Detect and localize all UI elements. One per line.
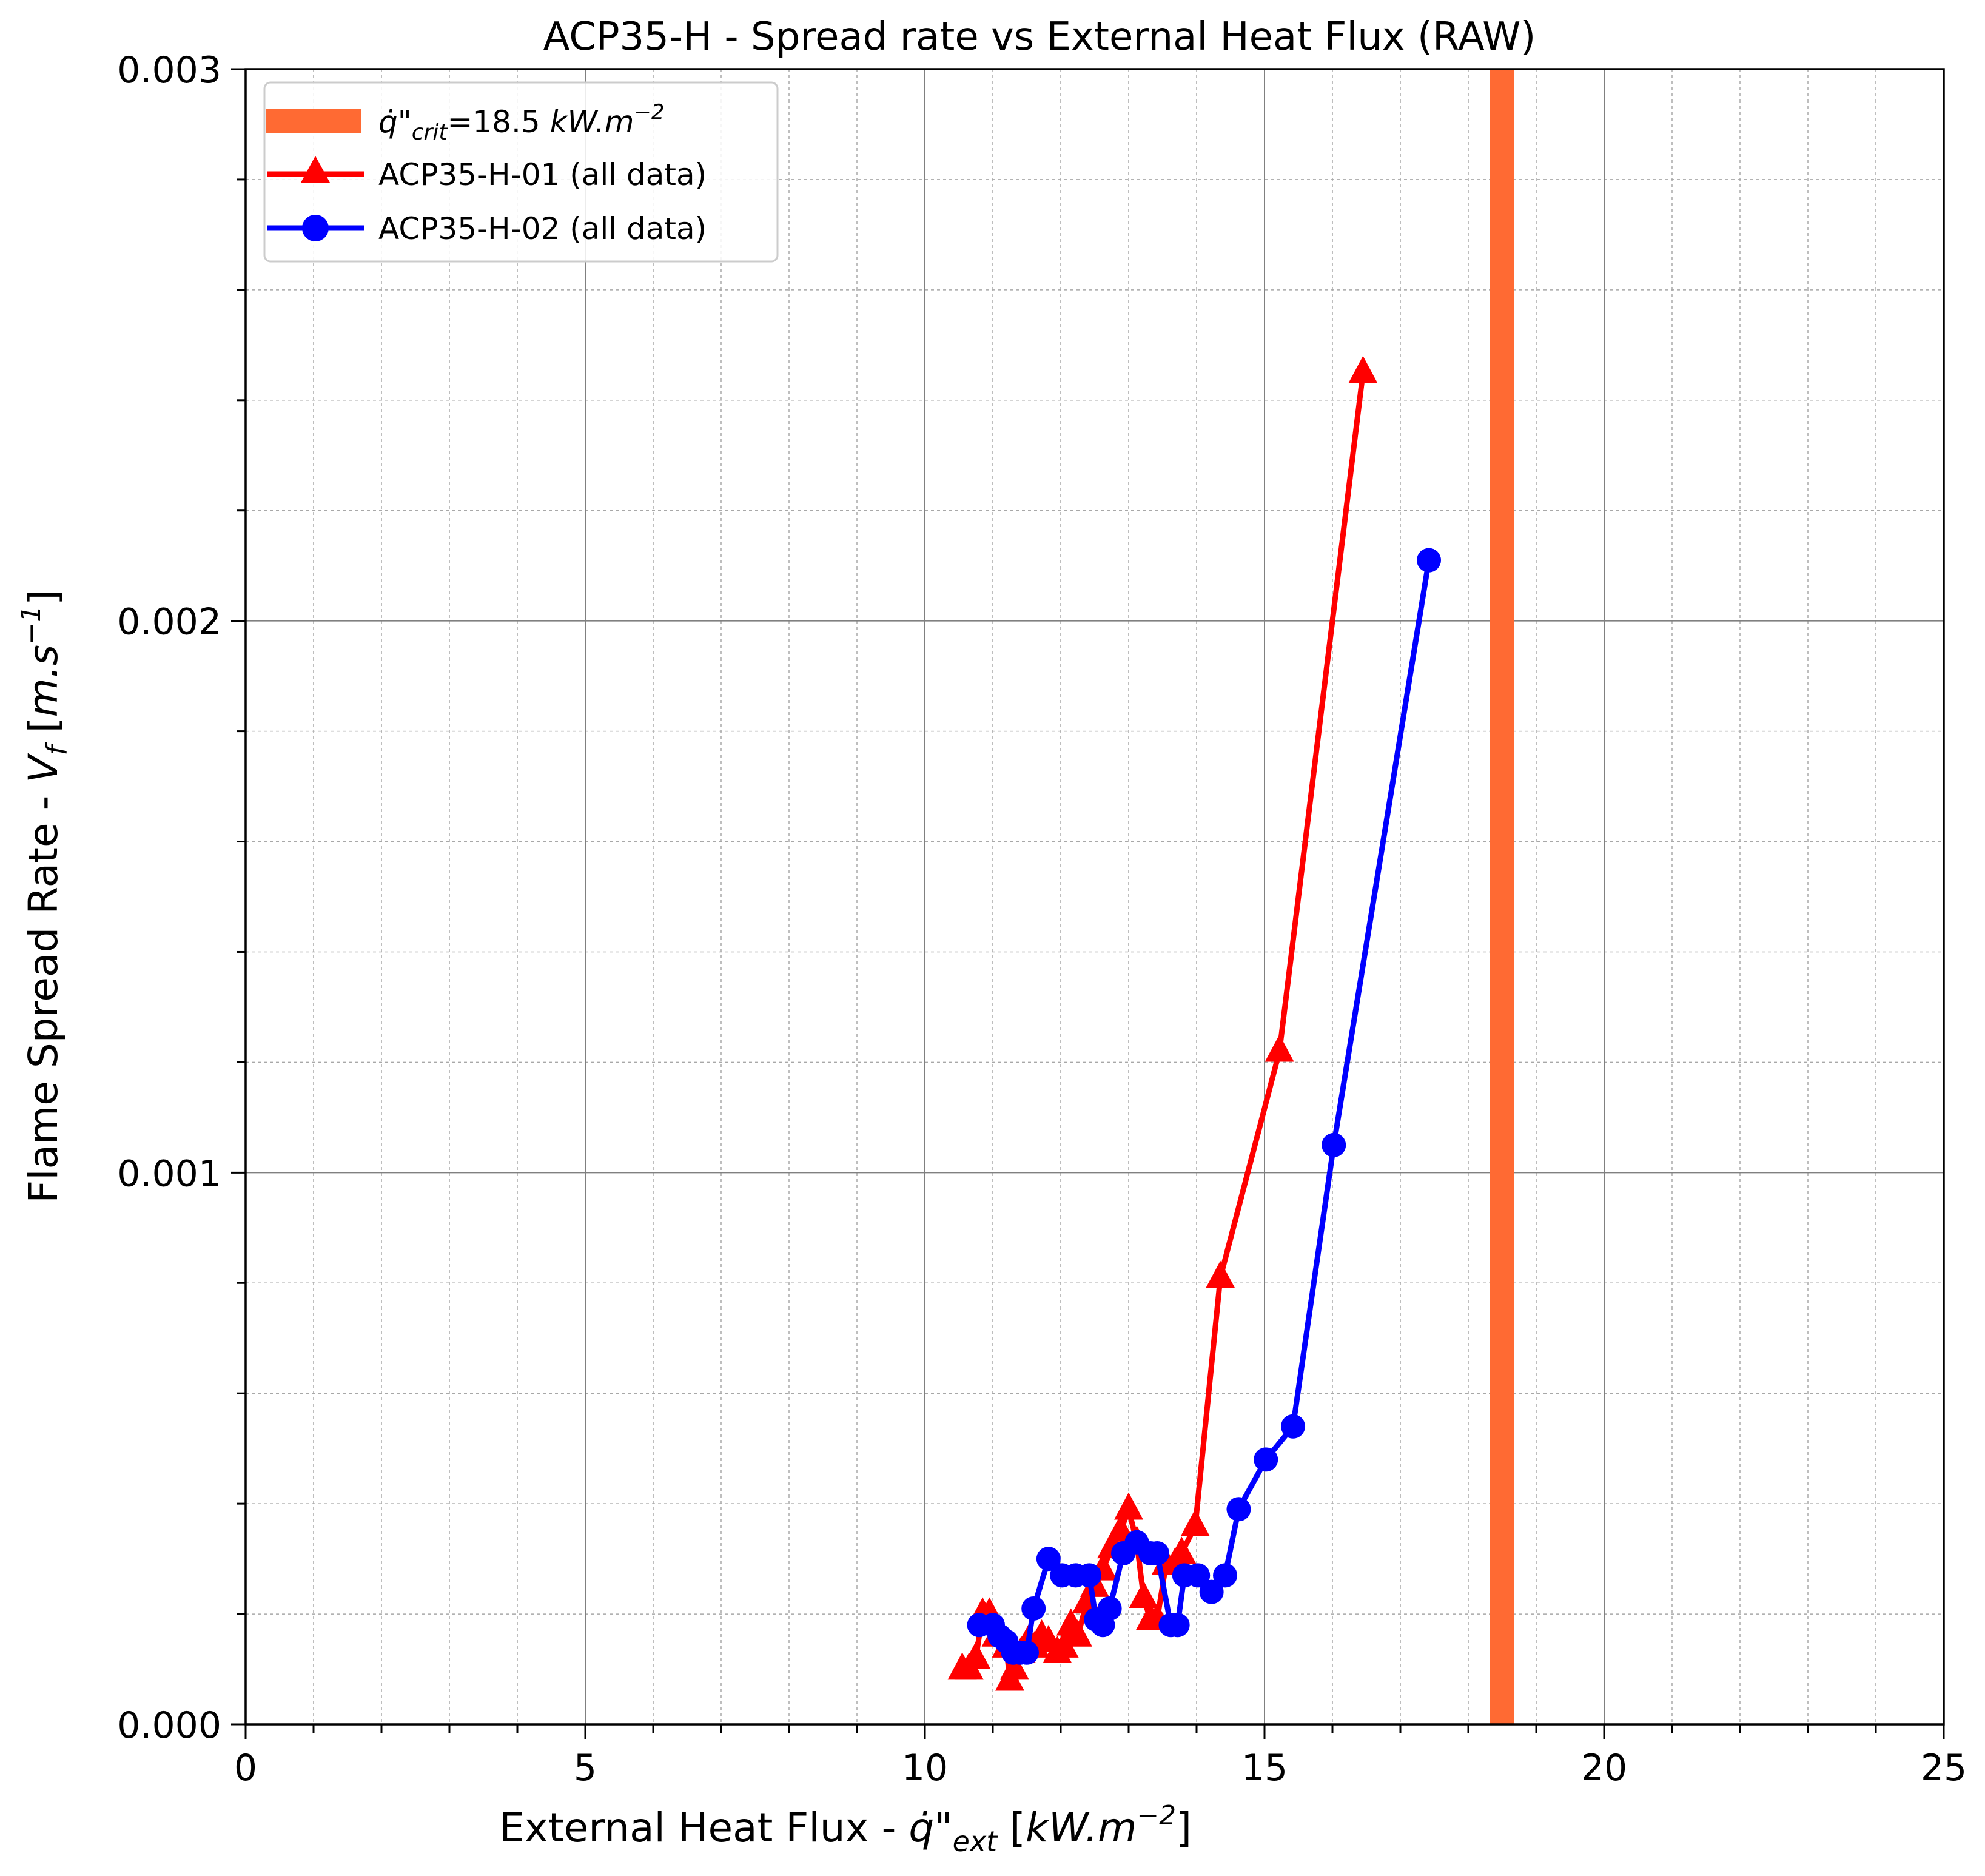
series-1-point — [1063, 1619, 1092, 1647]
series-1-point — [1114, 1492, 1143, 1520]
series-2-point — [1281, 1414, 1306, 1439]
x-axis-label: External Heat Flux - q̇"ext [kW.m−2] — [499, 1800, 1192, 1858]
axis-ticks — [231, 68, 1945, 1739]
series-2-point — [1165, 1613, 1190, 1638]
x-tick-label: 0 — [234, 1747, 257, 1789]
x-tick-label: 25 — [1921, 1747, 1967, 1789]
y-axis-label: Flame Spread Rate - Vf [m.s−1] — [16, 590, 73, 1203]
series-2-point — [1015, 1640, 1039, 1665]
plot-frame — [244, 68, 1945, 1726]
series-2 — [967, 548, 1442, 1665]
series-2-point — [1186, 1563, 1211, 1588]
series-1-point — [1049, 1630, 1079, 1658]
legend-series-2-label: ACP35-H-02 (all data) — [378, 211, 707, 246]
series-1-point — [1206, 1260, 1235, 1288]
legend-box — [263, 81, 779, 263]
legend-series-2-marker — [302, 215, 329, 241]
series-1-point — [1348, 355, 1378, 383]
series-1-point — [1180, 1508, 1210, 1536]
y-tick-label: 0.003 — [117, 49, 221, 92]
legend-series-1-label: ACP35-H-01 (all data) — [378, 157, 707, 192]
series-1-point — [1167, 1536, 1197, 1564]
series-2-point — [1199, 1579, 1224, 1604]
series-2-point — [1097, 1596, 1122, 1621]
series-1-point — [1129, 1581, 1158, 1609]
series-2-point — [1322, 1132, 1346, 1157]
series-2-point — [1226, 1497, 1251, 1522]
y-tick-label: 0.000 — [117, 1704, 221, 1747]
series-layer — [947, 355, 1442, 1691]
series-2-point — [1036, 1547, 1061, 1572]
y-tick-labels: 0.000 0.001 0.002 0.003 — [117, 49, 221, 1747]
series-1-point — [961, 1641, 990, 1669]
series-1-point — [999, 1652, 1029, 1680]
series-2-point — [1021, 1596, 1046, 1621]
y-tick-label: 0.001 — [117, 1152, 221, 1195]
series-2-point — [1213, 1563, 1238, 1588]
x-tick-label: 10 — [902, 1747, 948, 1789]
chart-title: ACP35-H - Spread rate vs External Heat F… — [543, 15, 1536, 59]
series-2-point — [1077, 1563, 1102, 1588]
x-tick-label: 20 — [1581, 1747, 1627, 1789]
series-1-point — [1265, 1034, 1294, 1062]
legend-series-1-marker — [301, 156, 330, 183]
x-tick-label: 5 — [574, 1747, 597, 1789]
legend: q̇"crit=18.5 kW.m−2 ACP35-H-01 (all data… — [263, 81, 779, 263]
series-2-point — [1417, 548, 1442, 573]
series-2-point — [1145, 1541, 1170, 1566]
y-tick-label: 0.002 — [117, 601, 221, 644]
x-tick-label: 15 — [1241, 1747, 1288, 1789]
legend-critical-label: q̇"crit=18.5 kW.m−2 — [378, 100, 665, 145]
x-tick-labels: 0 5 10 15 20 25 — [234, 1747, 1967, 1789]
series-2-point — [1254, 1447, 1278, 1472]
